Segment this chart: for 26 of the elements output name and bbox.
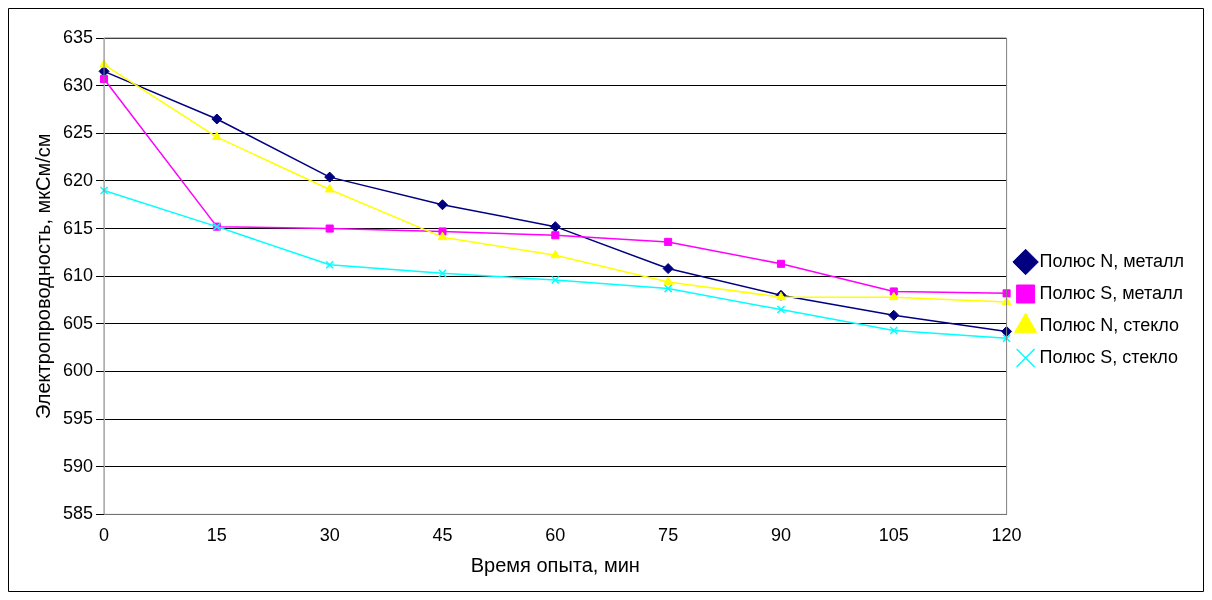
legend-label: Полюс S, стекло <box>1039 346 1179 367</box>
legend-label: Полюс N, металл <box>1039 250 1184 271</box>
y-tick-label: 625 <box>62 122 94 143</box>
x-tick-label: 120 <box>991 525 1022 546</box>
y-tick-label: 585 <box>62 503 94 524</box>
x-tick-label: 45 <box>432 525 453 546</box>
y-tick-label: 620 <box>62 169 94 190</box>
x-tick-label: 30 <box>319 525 340 546</box>
y-tick-label: 590 <box>62 455 94 476</box>
x-axis-title: Время опыта, мин <box>470 553 640 576</box>
legend-label: Полюс S, металл <box>1039 282 1184 303</box>
x-tick-label: 90 <box>770 525 791 546</box>
y-tick-label: 630 <box>62 74 94 95</box>
x-tick-label: 75 <box>658 525 679 546</box>
y-tick-label: 600 <box>62 360 94 381</box>
x-tick-label: 60 <box>545 525 566 546</box>
y-tick-label: 635 <box>62 26 94 47</box>
y-tick-label: 615 <box>62 217 94 238</box>
x-tick-label: 15 <box>206 525 227 546</box>
y-axis-title: Электропроводность, мкСм/см <box>31 133 54 419</box>
y-tick-label: 595 <box>62 408 94 429</box>
y-tick-label: 605 <box>62 312 94 333</box>
x-tick-label: 105 <box>878 525 909 546</box>
x-tick-label: 0 <box>99 525 110 546</box>
y-tick-label: 610 <box>62 265 94 286</box>
legend-label: Полюс N, стекло <box>1039 314 1179 335</box>
